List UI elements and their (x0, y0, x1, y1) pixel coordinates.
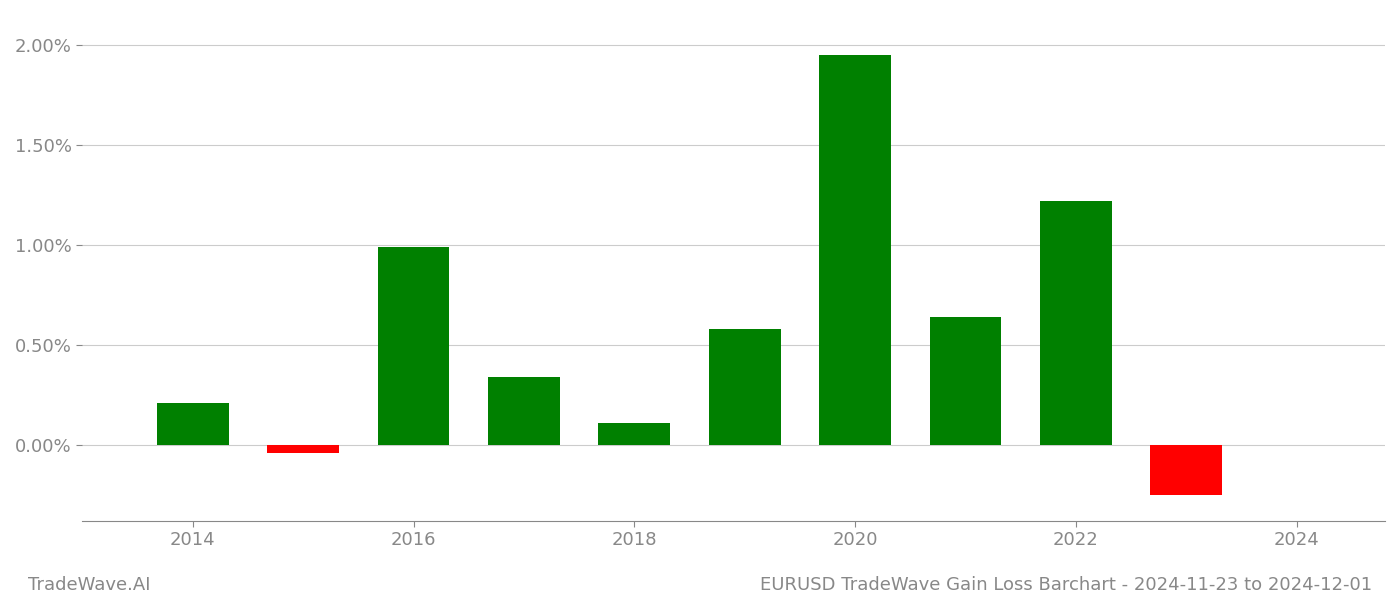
Text: EURUSD TradeWave Gain Loss Barchart - 2024-11-23 to 2024-12-01: EURUSD TradeWave Gain Loss Barchart - 20… (760, 576, 1372, 594)
Bar (378, 247, 449, 445)
Bar (708, 329, 781, 445)
Bar (157, 403, 228, 445)
Bar (598, 422, 671, 445)
Bar (489, 377, 560, 445)
Bar (930, 317, 1001, 445)
Bar (1151, 445, 1222, 494)
Bar (267, 445, 339, 452)
Bar (1040, 201, 1112, 445)
Bar (819, 55, 890, 445)
Text: TradeWave.AI: TradeWave.AI (28, 576, 151, 594)
